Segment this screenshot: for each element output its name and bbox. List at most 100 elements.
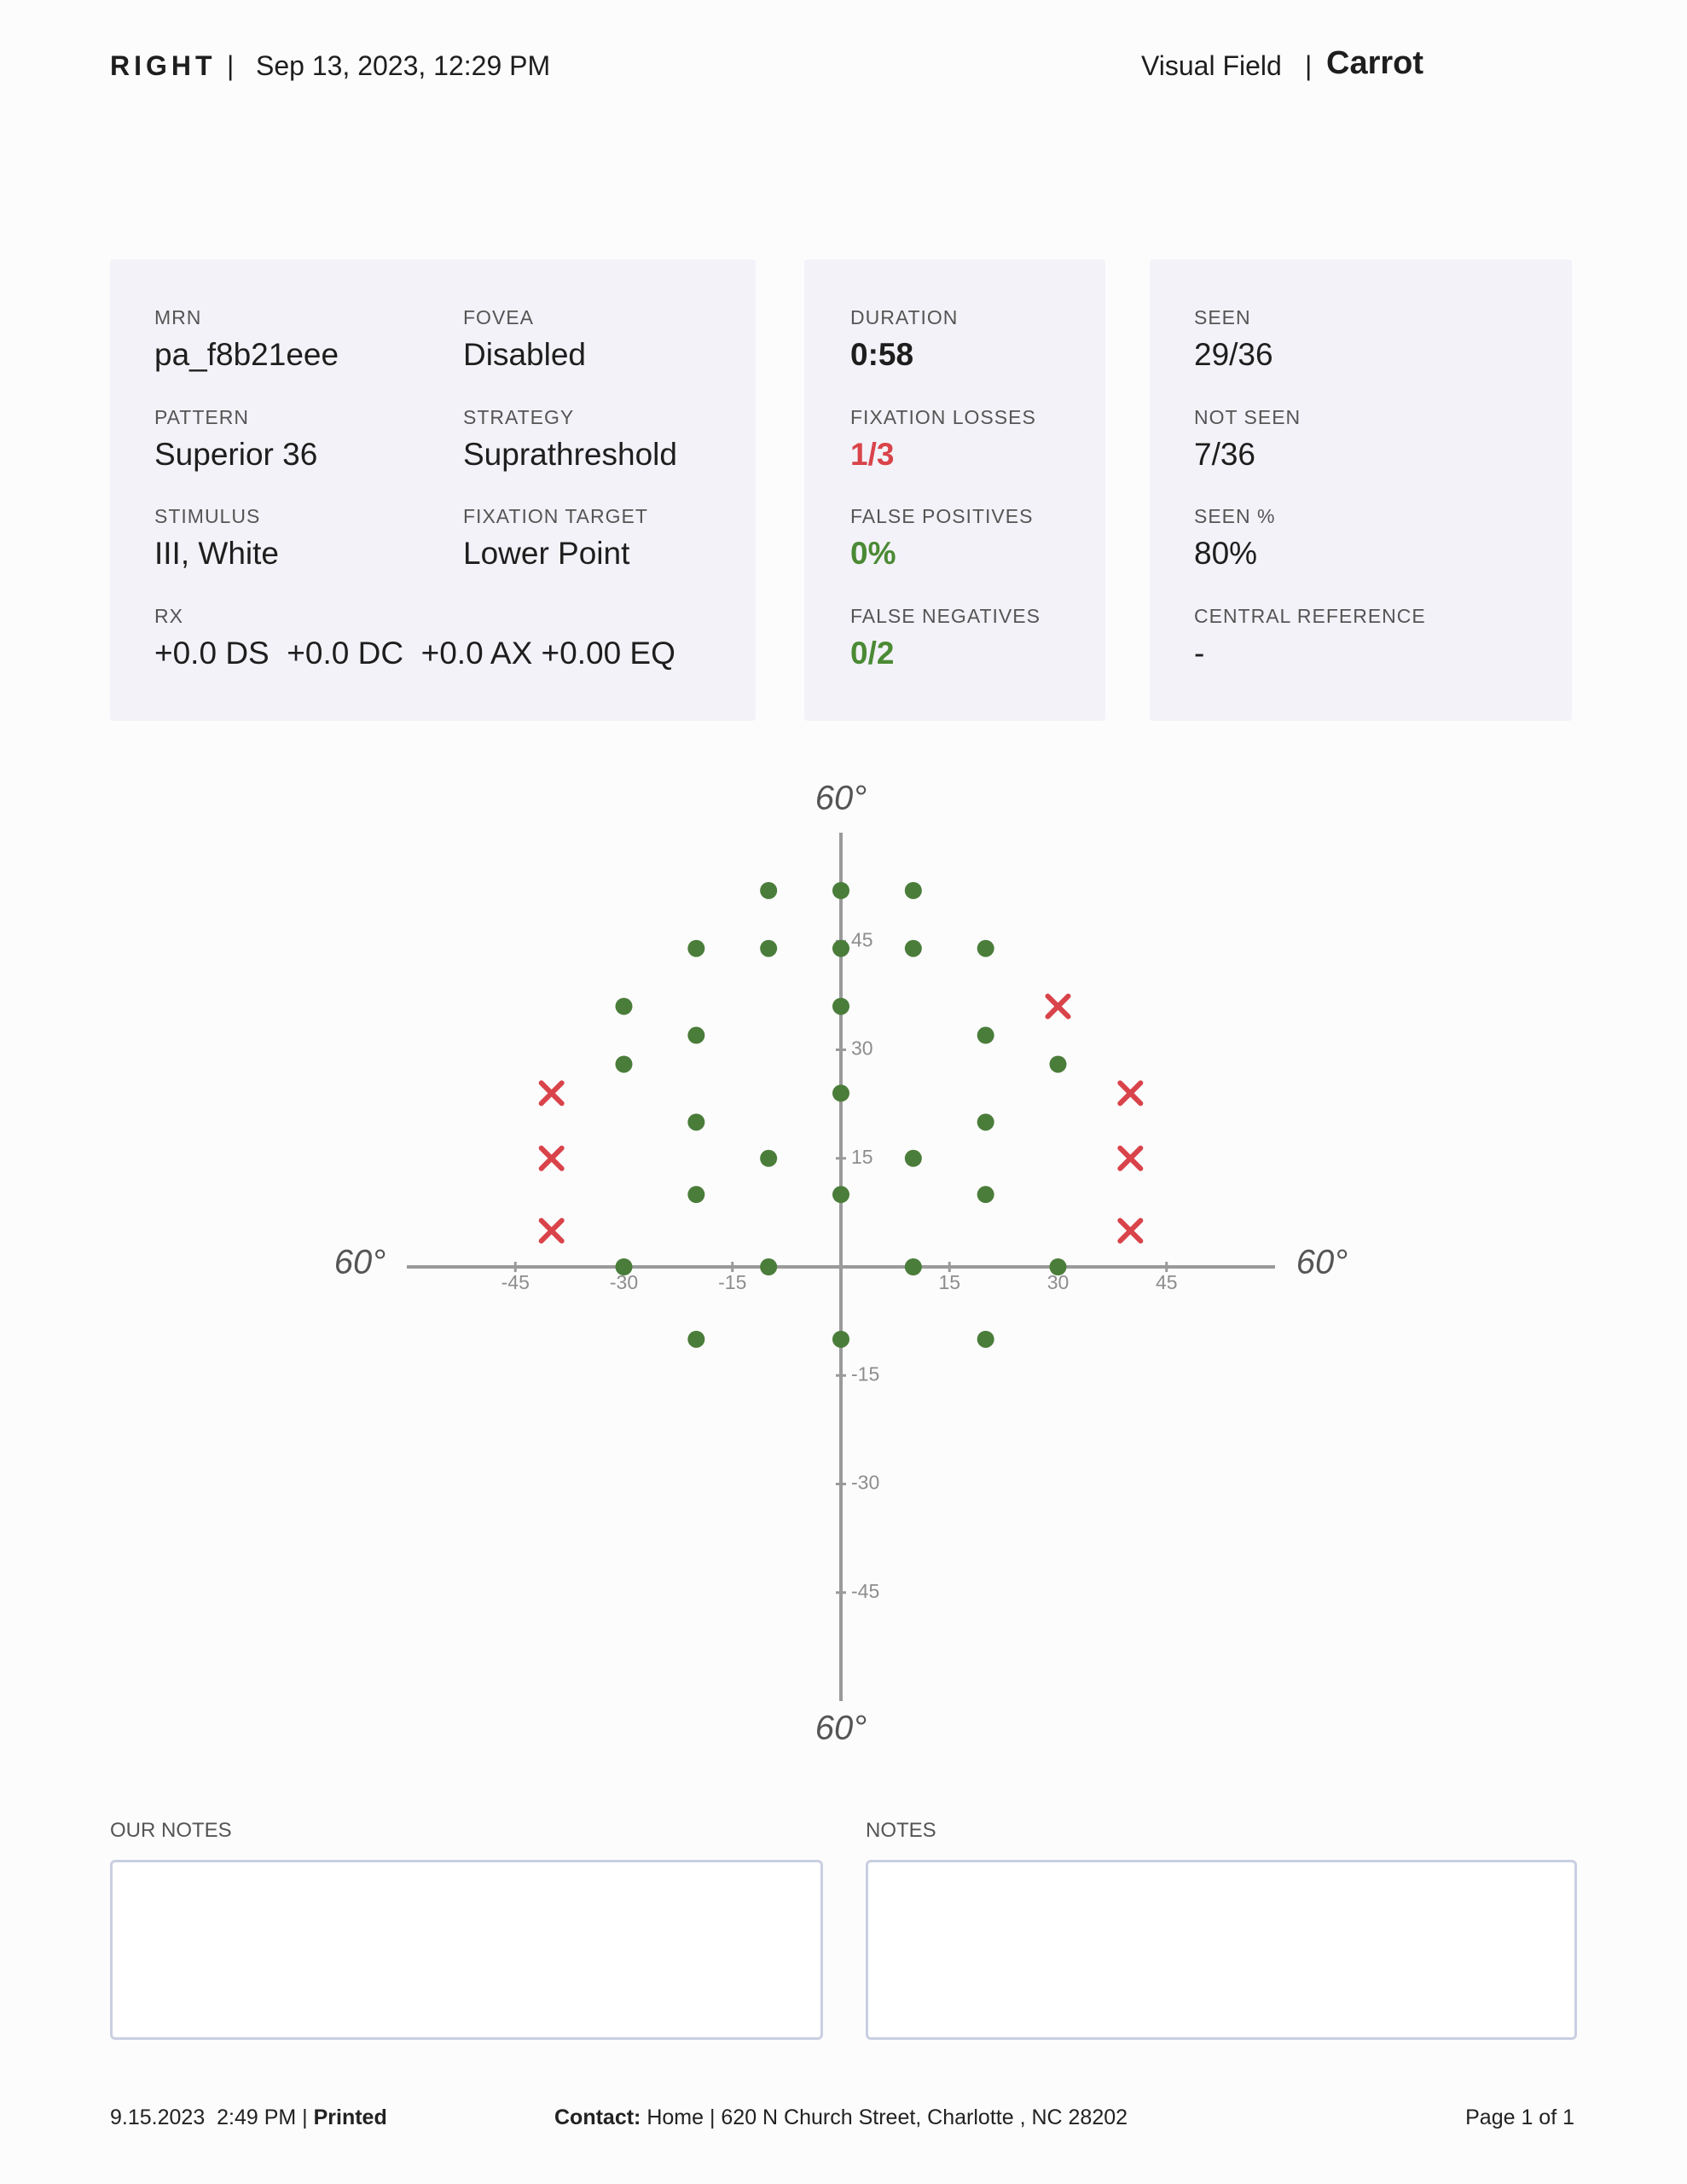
seen-point: [687, 1113, 705, 1131]
seen-point: [615, 1055, 633, 1073]
seen-point: [832, 939, 849, 957]
field-label: NOT SEEN: [1194, 405, 1301, 428]
field-label: STRATEGY: [463, 405, 575, 428]
brand: Carrot: [1326, 45, 1424, 81]
field-label: STIMULUS: [154, 505, 261, 527]
not-seen-point: [1117, 1145, 1144, 1171]
not-seen-point: [1117, 1217, 1144, 1244]
seen-point: [977, 939, 994, 957]
seen-point: [904, 1258, 922, 1275]
seen-point: [977, 1113, 994, 1131]
field-value: Superior 36: [154, 436, 318, 472]
notes-label: OUR NOTES: [110, 1819, 232, 1842]
contact-address: Home | 620 N Church Street, Charlotte , …: [646, 2106, 1128, 2129]
printed-at: 9.15.2023 2:49 PM |: [110, 2106, 314, 2129]
field-value: 29/36: [1194, 337, 1273, 372]
field-label: DURATION: [850, 306, 959, 328]
field-value: +0.0 DS +0.0 DC +0.0 AX +0.00 EQ: [154, 635, 675, 671]
not-seen-point: [538, 1217, 565, 1244]
field-label: CENTRAL REFERENCE: [1194, 604, 1426, 627]
seen-point: [904, 1149, 922, 1167]
field-label: FALSE NEGATIVES: [850, 604, 1041, 627]
info-panel: DURATION 0:58 FIXATION LOSSES 1/3 FALSE POSI…: [804, 259, 1105, 721]
contact-label: Contact:: [554, 2106, 647, 2129]
seen-point: [687, 1026, 705, 1044]
seen-point: [904, 939, 922, 957]
seen-point: [687, 1330, 705, 1348]
field-value: 80%: [1194, 536, 1258, 571]
seen-point: [760, 881, 778, 899]
field-label: SEEN: [1194, 306, 1251, 328]
not-seen-point: [1117, 1080, 1144, 1107]
y-tick-label: 30: [851, 1037, 873, 1060]
x-tick-label: -15: [718, 1271, 746, 1293]
axis-end-label: 60°: [334, 1244, 386, 1281]
seen-point: [977, 1026, 994, 1044]
seen-point: [832, 1084, 849, 1102]
seen-point: [760, 1149, 778, 1167]
seen-point: [760, 1258, 778, 1275]
axis-end-label: 60°: [1296, 1244, 1348, 1281]
notes-box[interactable]: [866, 1860, 1577, 2040]
seen-point: [832, 997, 849, 1015]
field-value: III, White: [154, 536, 279, 571]
field-label: SEEN %: [1194, 505, 1276, 527]
seen-point: [832, 1186, 849, 1204]
field-label: PATTERN: [154, 405, 249, 428]
y-tick-label: -30: [851, 1472, 879, 1494]
field-value: Suprathreshold: [463, 436, 677, 472]
seen-point: [687, 1186, 705, 1204]
test-name: Visual Field: [1141, 50, 1282, 81]
notes-label: NOTES: [866, 1819, 936, 1842]
y-tick-label: 45: [851, 928, 873, 950]
seen-point: [904, 881, 922, 899]
seen-point: [832, 881, 849, 899]
field-label: FIXATION LOSSES: [850, 405, 1036, 428]
x-tick-label: -45: [501, 1271, 530, 1293]
field-value: pa_f8b21eee: [154, 337, 339, 372]
printed-info: 9.15.2023 2:49 PM | Printed: [110, 2105, 387, 2130]
seen-point: [615, 1258, 633, 1275]
field-value: Lower Point: [463, 536, 630, 571]
separator: |: [227, 50, 235, 81]
field-label: FOVEA: [463, 306, 534, 328]
printed-label: Printed: [313, 2106, 387, 2129]
not-seen-point: [538, 1145, 565, 1171]
not-seen-point: [1045, 993, 1071, 1019]
field-label: FALSE POSITIVES: [850, 505, 1034, 527]
seen-point: [760, 939, 778, 957]
info-panel: MRN pa_f8b21eee FOVEA Disabled PATTERN Superi…: [110, 259, 756, 721]
seen-point: [687, 939, 705, 957]
axis-end-label: 60°: [815, 780, 867, 817]
y-tick-label: -45: [851, 1580, 879, 1602]
field-label: MRN: [154, 306, 202, 328]
seen-point: [832, 1330, 849, 1348]
field-value: -: [1194, 635, 1205, 671]
field-value: 1/3: [850, 436, 895, 472]
seen-point: [977, 1186, 994, 1204]
field-value: 0%: [850, 536, 896, 571]
notes-box[interactable]: [110, 1860, 823, 2040]
separator: |: [1305, 50, 1313, 81]
eye-label: RIGHT: [110, 50, 217, 81]
axis-end-label: 60°: [815, 1710, 867, 1747]
field-label: RX: [154, 604, 183, 627]
info-panel: SEEN 29/36 NOT SEEN 7/36 SEEN % 80% CENTRAL RE…: [1150, 259, 1572, 721]
contact-info: Contact: Home | 620 N Church Street, Cha…: [554, 2105, 1128, 2130]
field-value: 0/2: [850, 635, 895, 671]
not-seen-point: [538, 1080, 565, 1107]
seen-point: [977, 1330, 994, 1348]
test-date: Sep 13, 2023, 12:29 PM: [256, 50, 551, 81]
field-value: Disabled: [463, 337, 586, 372]
field-label: FIXATION TARGET: [463, 505, 648, 527]
field-value: 0:58: [850, 337, 914, 372]
page-number: Page 1 of 1: [1465, 2106, 1574, 2129]
x-tick-label: 45: [1156, 1271, 1178, 1293]
seen-point: [1049, 1055, 1067, 1073]
x-tick-label: 15: [938, 1271, 960, 1293]
seen-point: [615, 997, 633, 1015]
field-value: 7/36: [1194, 436, 1256, 472]
y-tick-label: -15: [851, 1362, 879, 1385]
